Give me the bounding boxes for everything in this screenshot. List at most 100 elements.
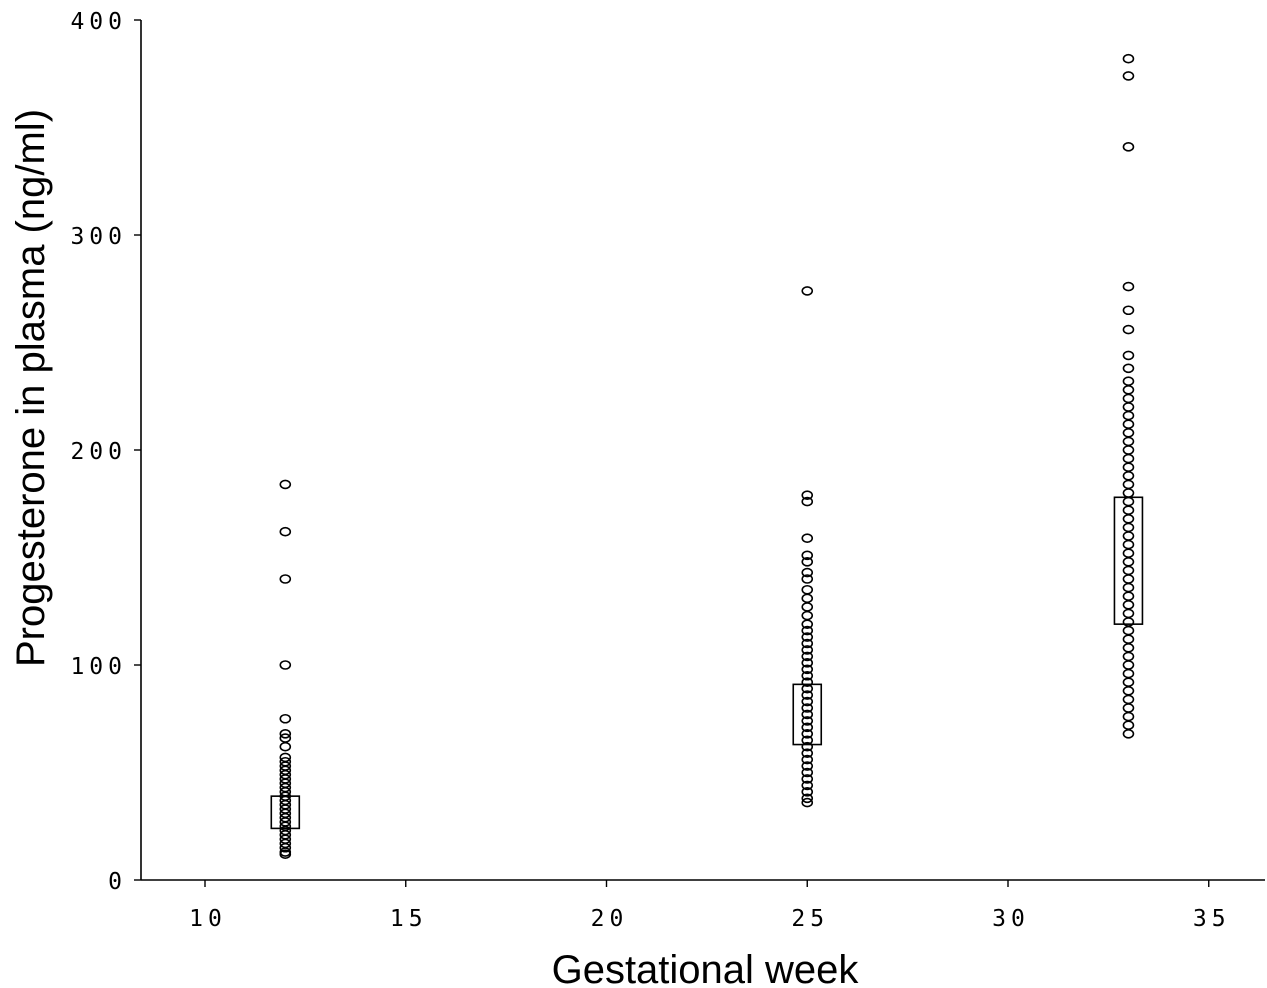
data-point — [801, 664, 814, 675]
data-point — [801, 767, 814, 778]
data-point — [1122, 363, 1135, 374]
data-points — [279, 53, 1135, 860]
data-point — [801, 696, 814, 707]
data-point — [801, 593, 814, 604]
data-point — [1122, 694, 1135, 705]
data-point — [1122, 591, 1135, 602]
data-point — [1122, 305, 1135, 316]
data-point — [1122, 496, 1135, 507]
data-point — [1122, 531, 1135, 541]
data-point — [801, 722, 814, 733]
data-point — [279, 660, 292, 670]
data-point — [279, 526, 292, 537]
data-point — [801, 533, 814, 543]
data-point — [1122, 711, 1135, 722]
data-point — [801, 602, 814, 612]
data-point — [1122, 324, 1135, 335]
y-tick-label: 200 — [70, 439, 127, 465]
data-point — [1122, 402, 1135, 412]
data-point — [1122, 470, 1135, 481]
y-tick-label: 0 — [108, 869, 127, 895]
data-point — [1122, 539, 1135, 550]
x-tick-label: 35 — [1193, 906, 1231, 932]
data-point — [801, 490, 814, 500]
data-point — [1122, 651, 1135, 662]
data-point — [801, 761, 814, 771]
data-point — [1122, 142, 1135, 152]
data-point — [1122, 660, 1135, 670]
y-tick-label: 400 — [70, 9, 127, 35]
data-point — [279, 842, 292, 853]
data-point — [801, 550, 814, 561]
data-point — [1122, 393, 1135, 404]
data-point — [1122, 522, 1135, 533]
data-point — [1122, 410, 1135, 421]
x-axis-title: Gestational week — [552, 948, 860, 988]
data-point — [1122, 677, 1135, 688]
data-point — [1122, 565, 1135, 576]
data-point — [1122, 548, 1135, 559]
data-point — [1122, 71, 1135, 81]
data-point — [1122, 350, 1135, 361]
data-point — [279, 849, 292, 860]
y-axis-title: Progesterone in plasma (ng/ml) — [9, 109, 53, 667]
data-point — [1122, 479, 1135, 490]
data-point — [279, 728, 292, 739]
data-point — [801, 690, 814, 700]
data-point — [801, 774, 814, 784]
data-point — [801, 748, 814, 758]
data-point — [801, 496, 814, 507]
data-point — [801, 709, 814, 720]
data-point — [801, 574, 814, 584]
data-point — [801, 567, 814, 578]
data-point — [279, 713, 292, 724]
data-point — [1122, 599, 1135, 610]
data-point — [1122, 642, 1135, 653]
data-point — [801, 556, 814, 567]
data-point — [279, 741, 292, 752]
x-tick-label: 10 — [189, 906, 227, 932]
data-point — [1122, 582, 1135, 593]
data-point — [1122, 634, 1135, 645]
data-point — [1122, 427, 1135, 438]
data-point — [801, 619, 814, 629]
data-point — [1122, 445, 1135, 455]
data-point — [1122, 668, 1135, 679]
data-point — [801, 651, 814, 662]
data-point — [801, 610, 814, 621]
x-ticks: 10 15 20 25 30 35 — [189, 880, 1231, 932]
x-tick-label: 25 — [791, 906, 829, 932]
data-point — [801, 787, 814, 797]
data-point — [801, 677, 814, 688]
axes — [140, 20, 1265, 881]
data-point — [1122, 462, 1135, 473]
data-point — [801, 286, 814, 296]
y-tick-label: 100 — [70, 654, 127, 680]
data-point — [1122, 608, 1135, 619]
data-point — [801, 754, 814, 765]
x-tick-label: 30 — [992, 906, 1030, 932]
box — [1113, 496, 1144, 625]
data-point — [1122, 419, 1135, 430]
data-point — [801, 741, 814, 752]
data-point — [1122, 505, 1135, 516]
data-point — [801, 716, 814, 726]
data-point — [1122, 488, 1135, 498]
y-tick-label: 300 — [70, 224, 127, 250]
data-point — [801, 793, 814, 804]
data-point — [279, 574, 292, 584]
data-point — [801, 728, 814, 739]
data-point — [801, 780, 814, 791]
data-point — [1122, 556, 1135, 567]
data-point — [1122, 685, 1135, 696]
data-point — [801, 797, 814, 808]
data-point — [1122, 720, 1135, 731]
data-point — [1122, 625, 1135, 636]
data-point — [801, 703, 814, 713]
data-point — [1122, 728, 1135, 739]
data-point — [1122, 513, 1135, 524]
data-point — [279, 479, 292, 490]
data-point — [801, 683, 814, 694]
x-tick-label: 20 — [591, 906, 629, 932]
